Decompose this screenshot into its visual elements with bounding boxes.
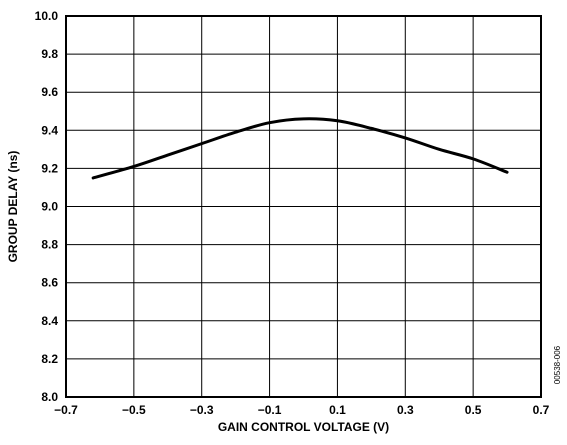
- y-tick-label: 8.4: [41, 314, 58, 328]
- y-tick-labels: 8.0 8.2 8.4 8.6 8.8 9.0 9.2 9.4 9.6 9.8 10.0: [35, 9, 59, 404]
- y-tick-label: 8.6: [41, 276, 58, 290]
- x-tick-label: 0.3: [397, 403, 414, 417]
- y-tick-label: 9.4: [41, 123, 58, 137]
- y-tick-label: 10.0: [35, 9, 59, 23]
- y-tick-label: 9.6: [41, 85, 58, 99]
- x-tick-label: −0.1: [258, 403, 282, 417]
- grid: [65, 15, 542, 398]
- x-axis-title: GAIN CONTROL VOLTAGE (V): [218, 420, 389, 434]
- y-tick-label: 8.8: [41, 238, 58, 252]
- x-tick-label: 0.7: [533, 403, 550, 417]
- x-tick-label: −0.3: [190, 403, 214, 417]
- y-tick-label: 9.0: [41, 200, 58, 214]
- x-tick-label: 0.5: [465, 403, 482, 417]
- plot-frame: [65, 15, 542, 398]
- x-tick-label: 0.1: [329, 403, 346, 417]
- y-tick-label: 8.0: [41, 390, 58, 404]
- y-tick-label: 8.2: [41, 352, 58, 366]
- figure-id: 00538-006: [553, 345, 562, 384]
- y-tick-label: 9.2: [41, 161, 58, 175]
- x-tick-label: −0.7: [54, 403, 78, 417]
- y-axis-title: GROUP DELAY (ns): [6, 151, 20, 263]
- x-tick-label: −0.5: [122, 403, 146, 417]
- x-tick-labels: −0.7 −0.5 −0.3 −0.1 0.1 0.3 0.5 0.7: [54, 403, 550, 417]
- series-line: [91, 117, 509, 180]
- y-tick-label: 9.8: [41, 47, 58, 61]
